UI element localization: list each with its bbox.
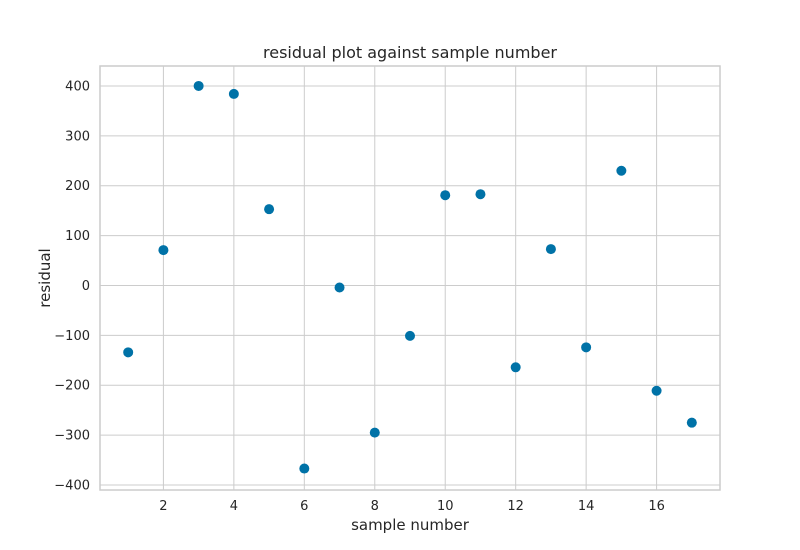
x-tick-label: 6 — [300, 499, 308, 514]
y-tick-label: −300 — [54, 429, 90, 444]
plot-area — [99, 65, 721, 491]
data-point — [581, 342, 592, 353]
x-tick-label: 10 — [437, 499, 454, 514]
x-tick-label: 14 — [578, 499, 595, 514]
y-tick-label: 400 — [65, 79, 90, 94]
data-point — [193, 80, 204, 91]
data-point — [123, 347, 134, 358]
data-point — [510, 362, 521, 373]
data-point — [440, 190, 451, 201]
y-tick-label: −400 — [54, 479, 90, 494]
y-tick-label: 0 — [82, 279, 90, 294]
grid — [100, 66, 720, 490]
x-tick-label: 8 — [371, 499, 379, 514]
data-point — [228, 88, 239, 99]
data-points — [123, 80, 697, 474]
x-tick-label: 4 — [230, 499, 238, 514]
y-tick-label: 200 — [65, 179, 90, 194]
data-point — [369, 427, 380, 438]
data-point — [475, 189, 486, 200]
y-axis-ticks: −400 −300 −200 −100 0 100 200 300 400 — [54, 79, 90, 493]
data-point — [686, 417, 697, 428]
y-tick-label: −100 — [54, 329, 90, 344]
data-point — [545, 244, 556, 255]
data-point — [158, 245, 169, 256]
x-tick-label: 16 — [648, 499, 665, 514]
data-point — [264, 204, 275, 215]
y-tick-label: −200 — [54, 379, 90, 394]
y-tick-label: 300 — [65, 129, 90, 144]
y-axis-label: residual — [36, 248, 54, 307]
x-tick-label: 12 — [507, 499, 524, 514]
x-axis-label: sample number — [351, 516, 470, 534]
x-tick-label: 2 — [159, 499, 167, 514]
x-axis-ticks: 2 4 6 8 10 12 14 16 — [159, 499, 665, 514]
data-point — [299, 463, 310, 474]
data-point — [334, 282, 345, 293]
data-point — [651, 385, 662, 396]
data-point — [405, 330, 415, 341]
y-tick-label: 100 — [65, 229, 90, 244]
data-point — [616, 165, 627, 176]
chart-title: residual plot against sample number — [263, 43, 557, 62]
